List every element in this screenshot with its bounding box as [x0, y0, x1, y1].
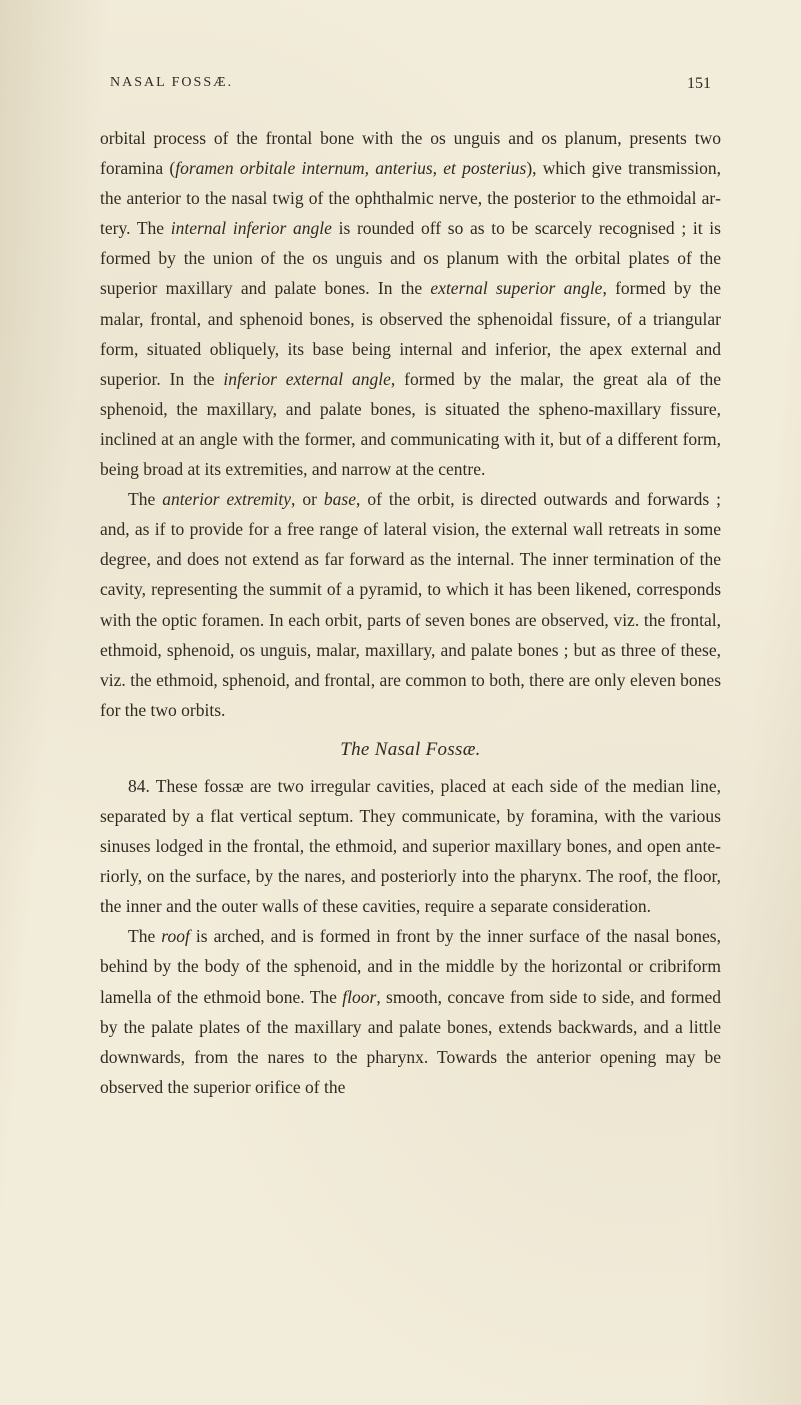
- page-number: 151: [687, 75, 711, 93]
- body-text: orbital process of the frontal bone with…: [100, 123, 721, 1102]
- p4-text: The: [128, 926, 161, 946]
- p4-ital-1: roof: [161, 926, 190, 946]
- p1-ital-4: inferior external angle: [223, 369, 391, 389]
- paragraph-1: orbital process of the frontal bone with…: [100, 123, 721, 484]
- section-subhead: The Nasal Fossæ.: [100, 739, 721, 761]
- paragraph-4: The roof is arched, and is formed in fro…: [100, 921, 721, 1102]
- p2-text: , of the orbit, is directed outwards and…: [100, 489, 721, 720]
- p2-text: The: [128, 489, 162, 509]
- p1-ital-1: foramen orbitale internum, anterius, et …: [175, 158, 526, 178]
- p1-ital-2: internal inferior angle: [171, 218, 332, 238]
- paragraph-2: The anterior extremity, or base, of the …: [100, 484, 721, 725]
- p2-ital-1: anterior extremity: [162, 489, 291, 509]
- running-head: NASAL FOSSÆ. 151: [100, 75, 721, 93]
- p4-ital-2: floor: [342, 987, 376, 1007]
- p2-text: , or: [291, 489, 324, 509]
- p1-ital-3: external superior angle: [430, 278, 602, 298]
- paragraph-3: 84. These fossæ are two irregular caviti…: [100, 771, 721, 921]
- running-title: NASAL FOSSÆ.: [110, 75, 233, 93]
- book-page: NASAL FOSSÆ. 151 orbital process of the …: [0, 0, 801, 1405]
- p2-ital-2: base: [324, 489, 356, 509]
